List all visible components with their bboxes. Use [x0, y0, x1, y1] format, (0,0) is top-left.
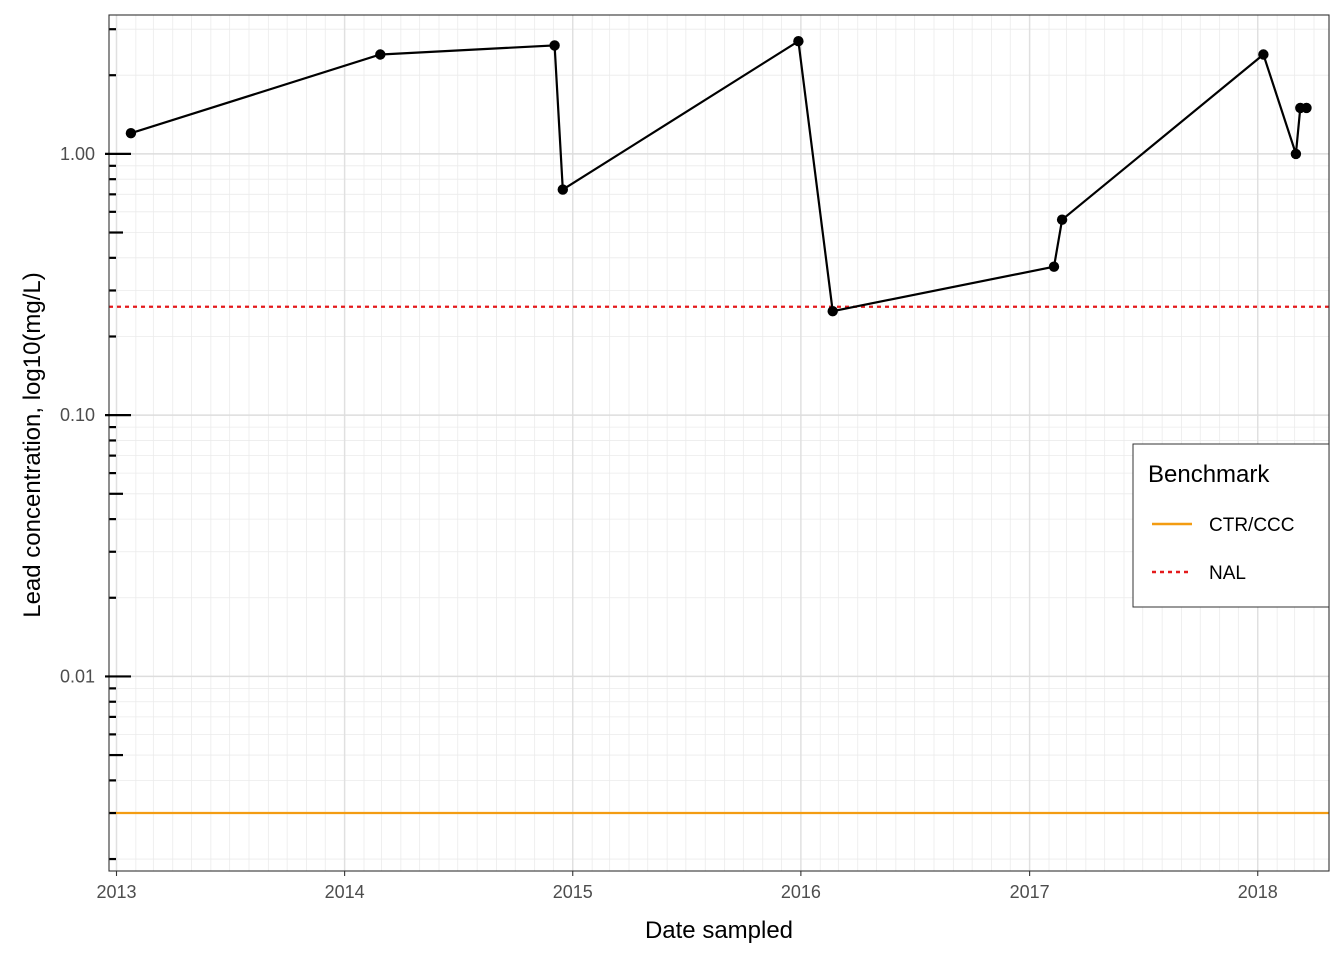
y-axis: 0.01 0.10 1.00: [60, 144, 131, 686]
y-tick-label: 0.01: [60, 666, 95, 686]
x-tick-label: 2015: [553, 882, 593, 902]
x-axis-title: Date sampled: [645, 917, 793, 944]
legend-title: Benchmark: [1148, 461, 1270, 488]
data-point: [827, 306, 838, 317]
series-layer: [125, 36, 1312, 317]
minor-v-gridlines: [135, 15, 1315, 871]
data-point: [1258, 49, 1269, 60]
data-point: [793, 36, 804, 47]
x-axis: 2013 2014 2015 2016 2017 2018: [96, 871, 1278, 902]
data-point: [1301, 102, 1312, 114]
x-tick-label: 2018: [1238, 882, 1278, 902]
data-point: [125, 128, 137, 139]
legend-box: [1132, 443, 1330, 608]
data-point: [1048, 261, 1060, 272]
x-tick-label: 2017: [1010, 882, 1050, 902]
data-point: [557, 184, 568, 195]
data-point: [549, 40, 560, 51]
legend: Benchmark CTR/CCC NAL: [1132, 443, 1330, 608]
plot-panel: [109, 15, 1329, 871]
y-tick-label: 1.00: [60, 144, 95, 164]
data-point: [375, 49, 386, 60]
major-h-gridlines: [109, 153, 1329, 678]
legend-label: NAL: [1209, 563, 1246, 584]
y-tick-label: 0.10: [60, 405, 95, 425]
x-tick-label: 2014: [325, 882, 365, 902]
x-tick-label: 2013: [96, 882, 136, 902]
legend-label: CTR/CCC: [1209, 515, 1295, 536]
legend-entries: CTR/CCC NAL: [1152, 515, 1295, 584]
data-point: [1056, 214, 1068, 225]
y-axis-title: Lead concentration, log10(mg/L): [19, 272, 46, 618]
benchmark-lines: [109, 305, 1329, 815]
panel-border: [108, 14, 1330, 872]
major-v-gridlines: [115, 15, 1259, 871]
data-point: [1290, 148, 1302, 160]
series-line: [130, 39, 1307, 313]
x-tick-label: 2016: [781, 882, 821, 902]
y-log-tick-marks: [109, 28, 123, 861]
